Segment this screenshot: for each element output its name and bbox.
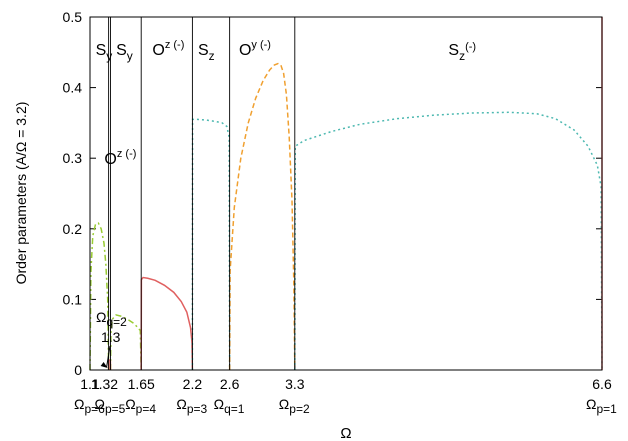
series-line-0 <box>89 222 110 371</box>
region-label-sub: y <box>106 49 112 63</box>
y-tick-label: 0.4 <box>63 80 83 96</box>
x-tick-omega-sub: p=3 <box>187 402 208 416</box>
region-label-base: S <box>116 42 127 59</box>
x-tick-omega-label: Ωp=4 <box>125 396 156 416</box>
x-tick-omega-label: Ωp=2 <box>279 396 310 416</box>
y-tick-label: 0.1 <box>63 291 83 307</box>
x-tick-omega-sub: p=2 <box>289 402 310 416</box>
x-tick-omega-label: Ωq=1 <box>214 396 245 416</box>
x-tick-label: 3.3 <box>285 376 305 392</box>
region-label: Sz <box>198 42 215 63</box>
x-tick-omega-base: Ω <box>176 396 186 412</box>
region-label: Sy <box>96 42 113 63</box>
x-tick-omega-sub: p=6 <box>84 402 105 416</box>
region-label-base: O <box>239 42 251 59</box>
y-tick-label: 0.2 <box>63 221 83 237</box>
region-label: Oz (-) <box>152 39 184 59</box>
x-axis-title: Ω <box>340 425 351 441</box>
region-label-sub: y <box>127 49 133 63</box>
annotation-arrowhead <box>100 362 108 368</box>
annotation-omega-sub: q=2 <box>106 315 127 329</box>
annotation-omega-label: Ωq=2 <box>96 309 127 329</box>
y-tick-label: 0 <box>74 362 82 378</box>
x-tick-omega-base: Ω <box>214 396 224 412</box>
x-tick-omega-base: Ω <box>586 396 596 412</box>
x-tick-omega-sub: q=1 <box>224 402 245 416</box>
region-label: Sy <box>116 42 133 63</box>
y-tick-label: 0.5 <box>63 9 83 25</box>
region-label-sup: z (-) <box>165 39 185 51</box>
series-line-5 <box>228 62 296 371</box>
series-line-1 <box>109 314 142 371</box>
x-tick-omega-base: Ω <box>125 396 135 412</box>
region-label-sup: (-) <box>465 41 476 53</box>
y-axis-title: Order parameters (A/Ω = 3.2) <box>13 102 29 285</box>
region-label-base: S <box>198 42 209 59</box>
x-tick-omega-label: Ωp=1 <box>586 396 617 416</box>
x-tick-omega-base: Ω <box>74 396 84 412</box>
region-label-base: S <box>448 42 459 59</box>
x-tick-label: 6.6 <box>592 376 612 392</box>
x-tick-label: 1.65 <box>128 376 155 392</box>
plot-frame <box>89 16 603 371</box>
region-label-base: O <box>104 151 116 168</box>
region-label-sub: z <box>209 49 215 63</box>
x-tick-omega-label: Ωp=5 <box>94 396 125 416</box>
region-label-sup: y (-) <box>251 39 271 51</box>
x-tick-omega-base: Ω <box>94 396 104 412</box>
region-label: Sz(-) <box>448 41 476 63</box>
region-label: Oy (-) <box>239 39 271 59</box>
x-tick-omega-sub: p=1 <box>596 402 617 416</box>
annotation-arrow-line <box>106 345 111 368</box>
x-tick-omega-label: Ωp=3 <box>176 396 207 416</box>
region-label-sup: z (-) <box>117 148 137 160</box>
x-tick-label: 2.6 <box>220 376 240 392</box>
region-label: Oz (-) <box>104 148 136 168</box>
x-tick-label: 1.1 <box>80 376 100 392</box>
x-tick-omega-sub: p=5 <box>105 402 126 416</box>
x-tick-omega-label: Ωp=6 <box>74 396 105 416</box>
x-tick-omega-sub: p=4 <box>136 402 157 416</box>
annotation-value: 1.3 <box>101 329 121 345</box>
region-label-sub: z <box>459 49 465 63</box>
x-tick-omega-base: Ω <box>279 396 289 412</box>
y-tick-label: 0.3 <box>63 150 83 166</box>
region-label-base: O <box>152 42 164 59</box>
annotation-omega-base: Ω <box>96 309 106 325</box>
x-tick-label: 2.2 <box>183 376 203 392</box>
region-label-base: S <box>96 42 107 59</box>
series-line-3 <box>140 276 194 371</box>
x-tick-label: 1.32 <box>91 376 118 392</box>
